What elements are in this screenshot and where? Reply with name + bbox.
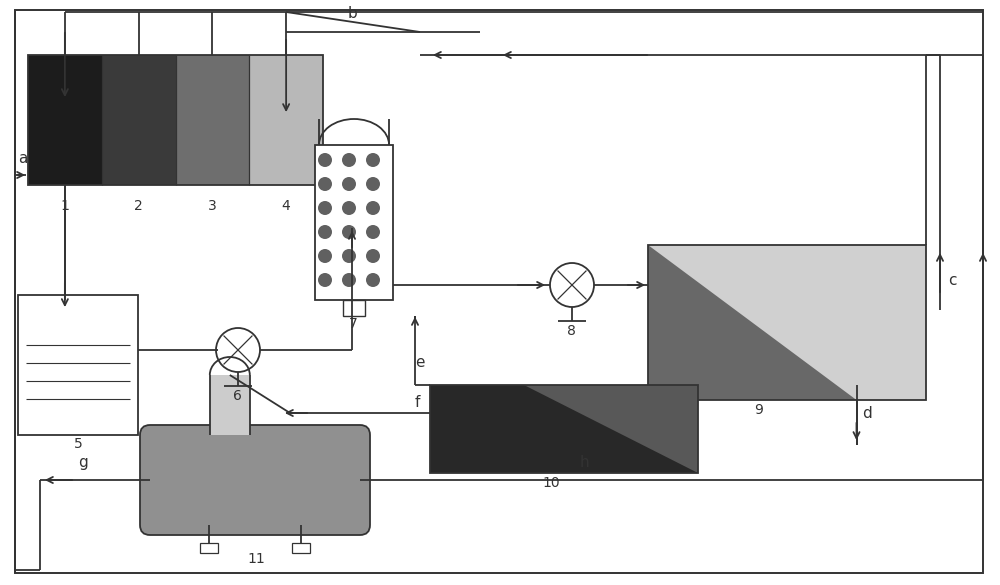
Circle shape — [342, 201, 356, 215]
Text: 11: 11 — [247, 552, 265, 566]
Circle shape — [318, 273, 332, 287]
Text: b: b — [348, 6, 358, 21]
Text: g: g — [78, 455, 88, 470]
Text: 2: 2 — [134, 199, 143, 213]
Circle shape — [366, 249, 380, 263]
Text: c: c — [948, 273, 956, 288]
Text: 4: 4 — [282, 199, 290, 213]
Bar — [200, 543, 218, 553]
Text: d: d — [862, 406, 872, 421]
Circle shape — [318, 225, 332, 239]
Bar — [210, 375, 250, 435]
Circle shape — [318, 153, 332, 167]
Circle shape — [216, 328, 260, 372]
Circle shape — [366, 177, 380, 191]
Bar — [249, 55, 323, 185]
Text: e: e — [415, 355, 424, 370]
Text: 6: 6 — [233, 389, 242, 403]
Polygon shape — [648, 245, 856, 400]
Circle shape — [342, 153, 356, 167]
Bar — [343, 300, 365, 316]
Text: 7: 7 — [349, 317, 358, 331]
FancyBboxPatch shape — [140, 425, 370, 535]
Text: f: f — [415, 395, 420, 410]
Polygon shape — [524, 385, 698, 473]
Circle shape — [366, 225, 380, 239]
Circle shape — [342, 273, 356, 287]
Bar — [315, 145, 393, 300]
Circle shape — [342, 225, 356, 239]
Bar — [28, 55, 102, 185]
Bar — [102, 55, 176, 185]
Bar — [648, 245, 926, 400]
Bar — [292, 543, 310, 553]
Text: 1: 1 — [60, 199, 69, 213]
Text: 10: 10 — [543, 476, 560, 490]
Bar — [648, 245, 926, 400]
Circle shape — [366, 273, 380, 287]
Text: 9: 9 — [754, 403, 763, 417]
Circle shape — [366, 201, 380, 215]
Circle shape — [318, 201, 332, 215]
Circle shape — [342, 177, 356, 191]
Text: 5: 5 — [74, 437, 83, 451]
Circle shape — [318, 177, 332, 191]
Text: a: a — [18, 151, 27, 166]
Bar — [315, 145, 393, 300]
Circle shape — [550, 263, 594, 307]
Text: 8: 8 — [567, 324, 576, 338]
Circle shape — [318, 249, 332, 263]
Text: 3: 3 — [208, 199, 217, 213]
Circle shape — [366, 153, 380, 167]
Bar — [430, 385, 698, 473]
Circle shape — [342, 249, 356, 263]
Bar — [430, 385, 698, 473]
Text: h: h — [580, 455, 590, 470]
Bar — [18, 295, 138, 435]
Bar — [176, 55, 249, 185]
Bar — [28, 55, 323, 185]
